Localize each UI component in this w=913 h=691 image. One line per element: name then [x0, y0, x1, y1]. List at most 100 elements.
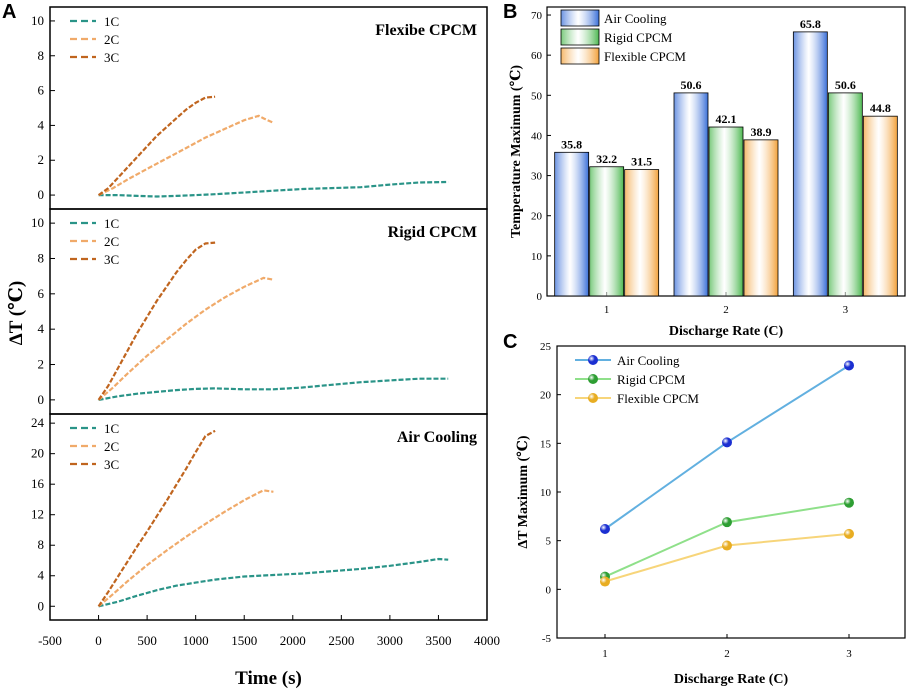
legend-label-1C: 1C [104, 421, 119, 436]
x-tick-label: 3 [846, 648, 852, 660]
legend-marker-Flexible CPCM [588, 393, 598, 403]
x-tick-label: 2000 [280, 633, 306, 648]
legend-swatch-Air Cooling [560, 9, 600, 27]
x-axis-title: Time (s) [235, 668, 302, 689]
series-line-1C [98, 557, 449, 608]
bar-flexible-cpcm-2 [743, 139, 779, 297]
y-tick-label: 10 [31, 13, 44, 28]
bar-air-cooling-2 [673, 92, 709, 297]
legend-label-Air Cooling: Air Cooling [604, 11, 667, 26]
legend-label-Rigid CPCM: Rigid CPCM [604, 30, 673, 45]
y-tick-label: 10 [531, 251, 543, 263]
legend-label-Flexible CPCM: Flexible CPCM [617, 391, 699, 406]
x-tick-label: 0 [95, 633, 102, 648]
x-tick-label: 1000 [183, 633, 209, 648]
series-line-2C [97, 489, 274, 608]
y-tick-label: 8 [38, 250, 45, 265]
x-tick-label: 1500 [231, 633, 257, 648]
bar-value-label: 31.5 [631, 155, 652, 169]
subplot-title: Flexibe CPCM [375, 22, 477, 39]
y-tick-label: 6 [38, 286, 45, 301]
y-tick-label: 8 [38, 537, 45, 552]
legend-label-1C: 1C [104, 216, 119, 231]
data-point-Rigid CPCM [722, 517, 732, 528]
x-tick-label: 2500 [328, 633, 354, 648]
y-tick-label: 8 [38, 48, 45, 63]
legend-label-2C: 2C [104, 439, 119, 454]
legend-marker-Air Cooling [588, 355, 598, 365]
legend-label-Air Cooling: Air Cooling [617, 353, 680, 368]
bar-air-cooling-3 [792, 31, 828, 297]
series-line-1C [98, 180, 449, 198]
y-tick-label: -5 [542, 633, 552, 645]
bar-value-label: 35.8 [561, 137, 582, 151]
panel-letter-b: B [503, 1, 517, 23]
data-point-Air Cooling [600, 523, 610, 534]
x-tick-label: 3 [843, 304, 849, 316]
legend-swatch-Flexible CPCM [560, 47, 600, 65]
subplot-air-cooling: 0 4 8 12 16 20 24 Air Cooling 1C 2C 3C [31, 413, 488, 621]
y-tick-label: 15 [540, 438, 552, 450]
y-tick-label: 40 [531, 130, 543, 142]
bar-rigid-cpcm-1 [589, 166, 625, 297]
y-tick-label: 6 [38, 83, 45, 98]
y-tick-label: 4 [38, 568, 45, 583]
legend-label-3C: 3C [104, 252, 119, 267]
y-tick-label: 12 [31, 507, 44, 522]
bar-value-label: 50.6 [835, 78, 856, 92]
y-axis-title: ΔT (℃) [6, 281, 27, 345]
series-line-2C [98, 114, 274, 197]
y-tick-label: 0 [38, 598, 45, 613]
x-tick-label: 3000 [377, 633, 403, 648]
y-tick-label: 60 [531, 50, 543, 62]
legend-label-3C: 3C [104, 457, 119, 472]
y-tick-label: 0 [38, 392, 45, 407]
data-point-Air Cooling [844, 360, 854, 371]
legend-marker-Rigid CPCM [588, 374, 598, 384]
y-tick-label: 20 [531, 211, 543, 223]
legend-label-2C: 2C [104, 32, 119, 47]
x-axis-title: Discharge Rate (C) [674, 672, 789, 687]
x-tick-label: 1 [604, 304, 610, 316]
series-line-3C [97, 241, 216, 401]
y-tick-label: 2 [38, 152, 45, 167]
data-point-Rigid CPCM [844, 497, 854, 508]
legend-swatch-Rigid CPCM [560, 28, 600, 46]
x-tick-label: 1 [602, 648, 608, 660]
y-tick-label: 24 [31, 415, 45, 430]
bar-rigid-cpcm-2 [708, 126, 744, 297]
legend-label-1C: 1C [104, 14, 119, 29]
x-tick-label: 4000 [474, 633, 500, 648]
data-point-Flexible CPCM [600, 576, 610, 587]
y-tick-label: 2 [38, 357, 45, 372]
bar-flexible-cpcm-3 [862, 115, 898, 297]
y-tick-label: 4 [38, 117, 45, 132]
plot-frame [556, 345, 906, 639]
series-line-3C [97, 95, 216, 196]
y-tick-label: 20 [540, 390, 552, 402]
x-tick-label: 500 [137, 633, 157, 648]
series-line-Rigid CPCM [604, 501, 850, 578]
y-tick-label: 16 [31, 476, 45, 491]
bar-value-label: 65.8 [800, 17, 821, 31]
y-tick-label: 10 [31, 215, 44, 230]
bar-value-label: 44.8 [870, 101, 891, 115]
bar-flexible-cpcm-1 [624, 169, 660, 297]
subplot-flexibe-cpcm: 0 2 4 6 8 10 Flexibe CPCM 1C 2C 3C [31, 6, 488, 210]
x-tick-label: 2 [724, 648, 730, 660]
series-line-3C [97, 429, 216, 607]
subplot-title: Rigid CPCM [388, 224, 477, 241]
bar-rigid-cpcm-3 [827, 92, 863, 297]
panel-letter-c: C [503, 331, 517, 353]
y-axis-title: Temperature Maximum (℃) [509, 65, 524, 238]
y-tick-label: 30 [531, 171, 543, 183]
bar-value-label: 42.1 [716, 112, 737, 126]
y-tick-label: 50 [531, 90, 543, 102]
legend-label-2C: 2C [104, 234, 119, 249]
bar-value-label: 32.2 [596, 152, 617, 166]
y-axis-title: ΔT Maximum (℃) [516, 435, 531, 549]
y-tick-label: 0 [546, 584, 552, 596]
legend-label-3C: 3C [104, 50, 119, 65]
